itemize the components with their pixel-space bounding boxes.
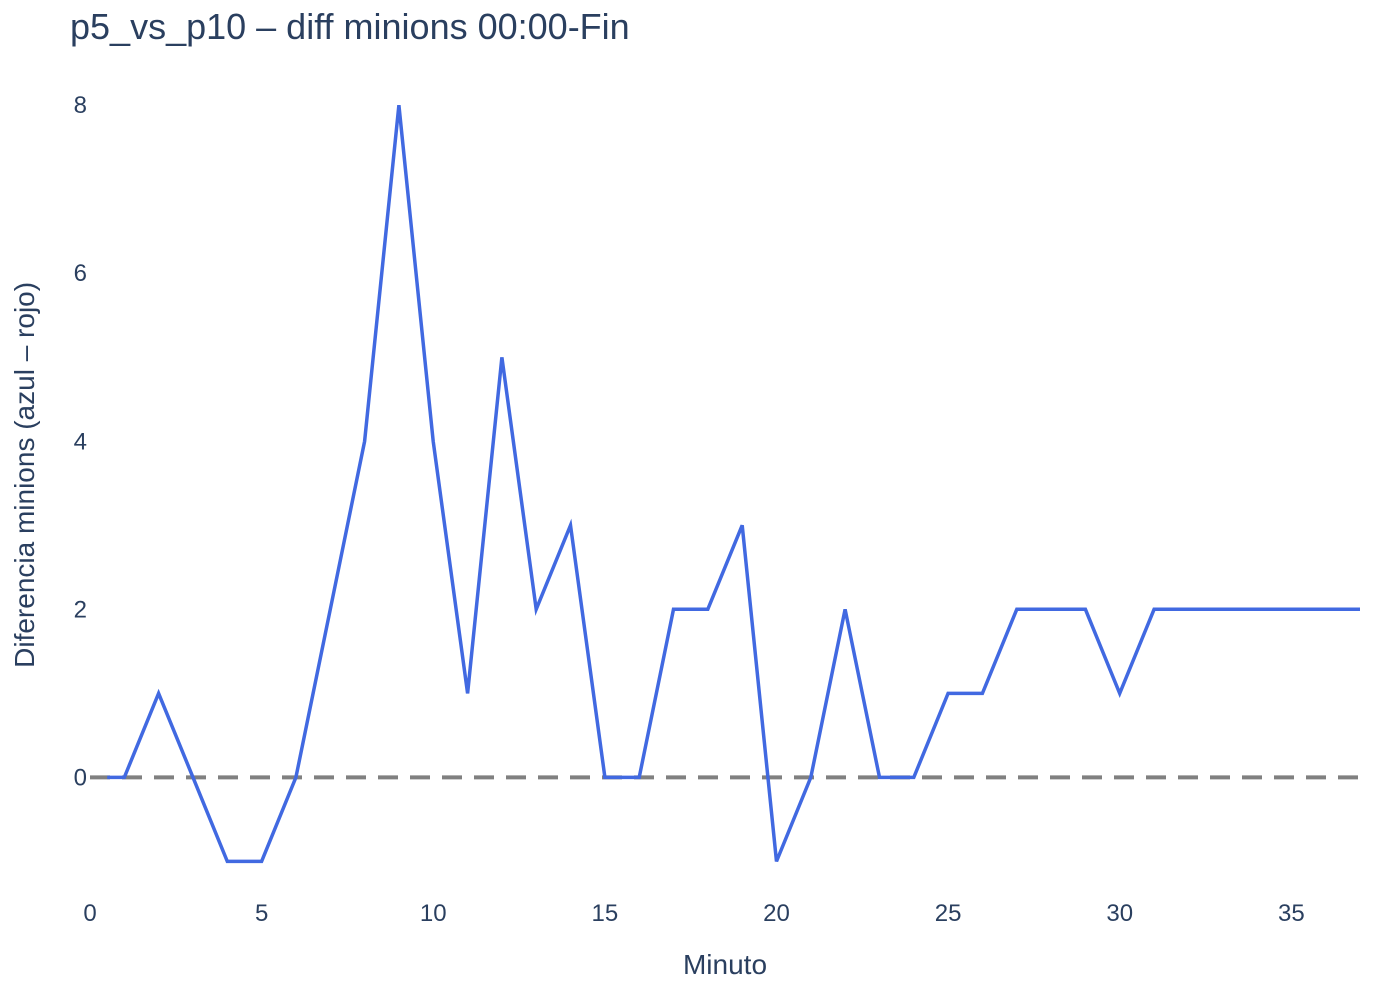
y-tick-label: 8 [74, 92, 87, 119]
x-axis-ticks: 0 5 10 15 20 25 30 35 [83, 900, 1304, 927]
x-tick-label: 15 [592, 900, 619, 927]
y-axis-ticks: 0 2 4 6 8 [74, 92, 87, 791]
y-tick-label: 4 [74, 428, 87, 455]
chart-title: p5_vs_p10 – diff minions 00:00-Fin [70, 6, 630, 47]
series-line [107, 105, 1360, 864]
y-axis-title: Diferencia minions (azul – rojo) [9, 282, 40, 668]
x-tick-label: 30 [1106, 900, 1133, 927]
x-tick-label: 25 [935, 900, 962, 927]
x-axis-title: Minuto [683, 949, 767, 980]
x-tick-label: 5 [255, 900, 268, 927]
series-group [107, 105, 1360, 864]
x-tick-label: 35 [1278, 900, 1305, 927]
y-tick-label: 6 [74, 260, 87, 287]
x-tick-label: 20 [763, 900, 790, 927]
x-tick-label: 0 [83, 900, 96, 927]
x-tick-label: 10 [420, 900, 447, 927]
y-tick-label: 0 [74, 764, 87, 791]
y-tick-label: 2 [74, 596, 87, 623]
